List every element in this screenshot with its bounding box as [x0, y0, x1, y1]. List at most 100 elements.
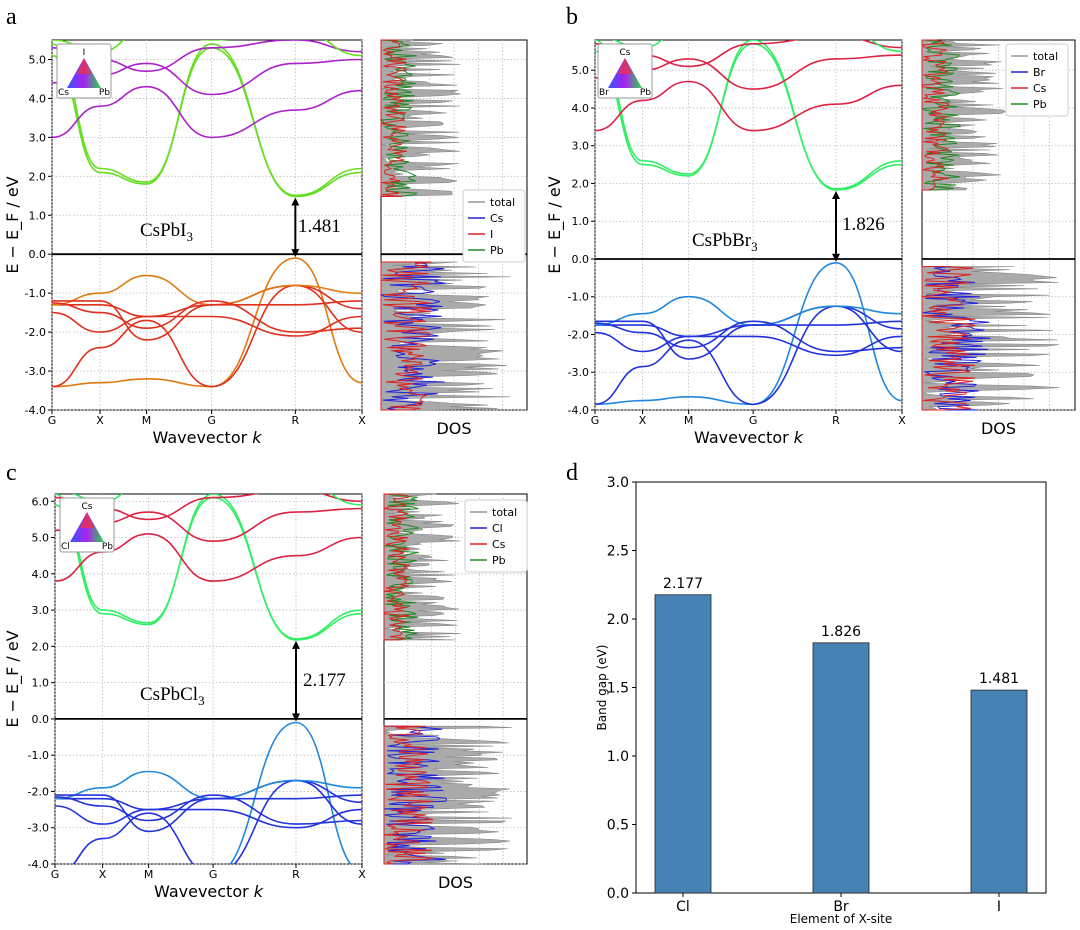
- legend-label: Cs: [1033, 82, 1047, 95]
- triangle-left-label: Cs: [58, 88, 69, 98]
- valence-band-line: [595, 331, 902, 357]
- bar-cl: [654, 594, 712, 894]
- valence-band-line: [52, 274, 362, 306]
- y-tick-label: -4.0: [25, 404, 46, 417]
- conduction-band-line: [52, 85, 362, 139]
- x-tick-label: Br: [833, 899, 849, 915]
- y-tick-label: 3.0: [32, 604, 50, 617]
- triangle-left-label: Br: [599, 88, 609, 98]
- valence-band-line: [52, 300, 362, 341]
- kpoint-label: G: [48, 414, 57, 427]
- bar-i: [970, 689, 1028, 894]
- arrow-head-up: [291, 640, 300, 649]
- y-axis-label: E − E_F / eV: [545, 176, 565, 273]
- kpoint-label: M: [684, 414, 694, 427]
- arrow-head-down: [831, 253, 840, 262]
- dos-partial-line: [383, 493, 410, 641]
- legend-label: Pb: [492, 554, 506, 567]
- kpoint-label: X: [639, 414, 647, 427]
- y-tick-label: 0.5: [607, 818, 629, 834]
- triangle-top-tint: [80, 512, 94, 528]
- kpoint-label: G: [749, 414, 758, 427]
- dos-partial-line: [380, 39, 408, 198]
- compound-subscript: 3: [198, 693, 205, 708]
- arrow-head-down: [291, 249, 300, 258]
- band-gap-value: 2.177: [303, 670, 346, 691]
- band-gap-value: 1.481: [298, 216, 341, 237]
- y-tick-label: -4.0: [568, 404, 589, 417]
- kpoint-label: X: [358, 414, 366, 427]
- compound-subscript: 3: [751, 239, 758, 254]
- y-tick-label: 1.0: [32, 677, 50, 690]
- band-plot-area: [54, 493, 363, 865]
- band-plot-area: [51, 39, 363, 411]
- x-axis-label-text: Wavevector: [694, 428, 789, 447]
- legend-label: Cl: [492, 522, 503, 535]
- kpoint-label: G: [51, 868, 60, 881]
- band-structure-panel-a: -4.0 -3.0 -2.0 -1.0 0.0 1.0 2.0 3.0 4.0 5.0 G X M G R X…: [3, 39, 528, 447]
- kpoint-label: G: [209, 868, 218, 881]
- kpoint-label: M: [144, 868, 154, 881]
- y-tick-label: 3.0: [607, 475, 629, 491]
- x-axis-label-k: k: [254, 882, 264, 901]
- valence-band-line: [55, 794, 362, 825]
- triangle-right-label: Pb: [102, 542, 113, 552]
- conduction-band-line: [595, 40, 902, 190]
- conduction-band-line: [55, 494, 362, 640]
- y-tick-label: -2.0: [28, 785, 49, 798]
- x-tick-label: Cl: [676, 899, 690, 915]
- y-tick-label: -2.0: [25, 326, 46, 339]
- triangle-top-label: I: [83, 48, 86, 58]
- y-tick-label: -4.0: [28, 858, 49, 871]
- triangle-top-tint: [77, 58, 91, 74]
- conduction-band-line: [52, 43, 362, 197]
- y-tick-label: -3.0: [568, 366, 589, 379]
- kpoint-label: X: [358, 868, 366, 881]
- bar-value-label: 1.481: [979, 671, 1019, 687]
- bar-value-label: 2.177: [663, 576, 703, 592]
- y-tick-label: 3.0: [572, 140, 590, 153]
- legend-label: total: [492, 506, 517, 519]
- legend-label: I: [490, 228, 493, 241]
- band-plot-area: [594, 39, 903, 411]
- y-tick-label: 2.0: [32, 640, 50, 653]
- x-axis-label-text: Wavevector: [154, 882, 249, 901]
- valence-band-line: [595, 295, 902, 326]
- y-tick-label: 4.0: [29, 92, 47, 105]
- valence-band-line: [55, 805, 362, 829]
- x-axis-label: Wavevector k: [154, 882, 264, 901]
- kpoint-label: R: [292, 868, 300, 881]
- panel-letter-b: b: [566, 4, 578, 30]
- legend-label: Pb: [490, 244, 504, 257]
- dos-axis-label: DOS: [436, 419, 471, 438]
- y-tick-label: -2.0: [568, 328, 589, 341]
- kpoint-label: G: [207, 414, 216, 427]
- kpoint-label: X: [898, 414, 906, 427]
- y-tick-label: 1.0: [607, 749, 629, 765]
- panel-letter-d: d: [566, 460, 578, 486]
- compound-name: CsPbBr: [692, 230, 752, 251]
- compound-label: CsPbBr3: [692, 230, 758, 254]
- compound-subscript: 3: [186, 229, 193, 244]
- kpoint-label: X: [96, 414, 104, 427]
- legend-label: Cs: [492, 538, 506, 551]
- triangle-left-label: Cl: [61, 542, 70, 552]
- x-axis-label-k: k: [252, 428, 262, 447]
- y-tick-label: 4.0: [32, 568, 50, 581]
- legend-label: Pb: [1033, 98, 1047, 111]
- legend-label: total: [490, 196, 515, 209]
- valence-band-line: [229, 721, 352, 864]
- y-tick-label: 2.5: [607, 544, 629, 560]
- y-tick-label: -3.0: [25, 365, 46, 378]
- kpoint-label: X: [99, 868, 107, 881]
- dos-legend-box: [464, 499, 528, 573]
- valence-band-line: [52, 284, 362, 318]
- dos-partial-line: [383, 725, 448, 865]
- y-tick-label: 1.5: [607, 681, 629, 697]
- compound-name: CsPbCl: [140, 684, 198, 705]
- y-axis-label: E − E_F / eV: [3, 176, 23, 273]
- y-tick-label: 0.0: [29, 248, 47, 261]
- legend-label: Br: [1033, 66, 1046, 79]
- dos-total-fill: [380, 39, 461, 197]
